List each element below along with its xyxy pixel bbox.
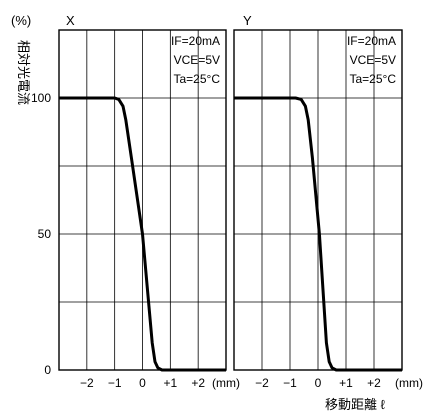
panel-x-title: X [66,13,75,28]
x-tick-label: 0 [139,376,146,390]
plot-frame [58,29,227,371]
series-line [59,96,226,372]
x-tick-label: +2 [191,376,205,390]
x-tick-label: −2 [255,376,269,390]
x-axis-unit-panel-x: (mm) [212,376,240,390]
y-axis-unit: (%) [11,13,31,28]
x-tick-label: +2 [367,376,381,390]
y-tick-label: 0 [44,363,51,377]
condition-annotation: IF=20mA [347,34,396,48]
condition-annotation: IF=20mA [171,34,220,48]
x-tick-label: −1 [108,376,122,390]
condition-annotation: VCE=5V [174,53,220,67]
x-tick-label: +1 [339,376,353,390]
condition-annotation: Ta=25°C [350,72,397,86]
series-line [234,96,402,372]
condition-annotation: VCE=5V [350,53,396,67]
x-tick-label: +1 [163,376,177,390]
panel-y-title: Y [243,13,252,28]
condition-annotation: Ta=25°C [174,72,221,86]
x-tick-label: −1 [283,376,297,390]
panel-x: −2 −1 0 +1 +2 0 50 100 IF=20mA VCE=5V Ta=25°C [31,29,227,390]
x-tick-label: −2 [80,376,94,390]
y-tick-label: 50 [38,227,52,241]
y-axis-label: 相対光電流 [16,40,31,105]
plot-frame [233,29,403,371]
y-tick-label: 100 [31,91,51,105]
x-axis-unit-panel-y: (mm) [395,376,423,390]
panel-y: −2 −1 0 +1 +2 IF=20mA VCE=5V Ta=25°C [233,29,403,390]
x-axis-label: 移動距離 ℓ [325,397,386,412]
x-tick-label: 0 [315,376,322,390]
